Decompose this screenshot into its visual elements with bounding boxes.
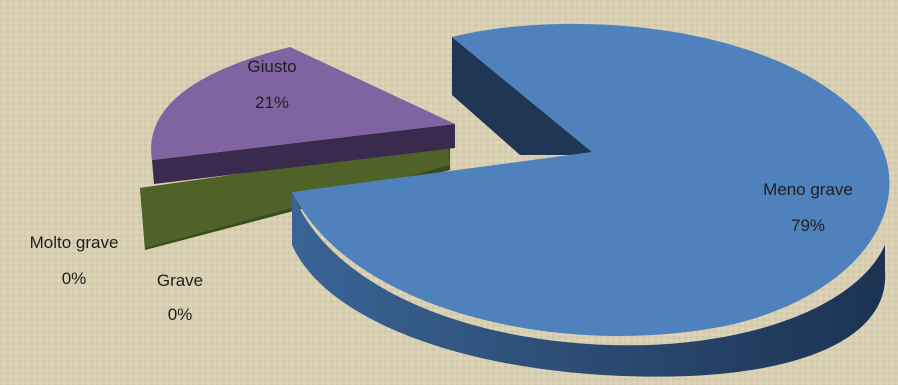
label-molto-grave-name: Molto grave (30, 233, 119, 252)
label-grave-value: 0% (168, 305, 193, 324)
label-meno-grave-name: Meno grave (763, 180, 853, 199)
slice-giusto-top (151, 47, 455, 160)
slice-meno-grave-backwall (452, 37, 592, 155)
slice-meno-grave-top (292, 23, 890, 336)
slice-meno-grave-side (292, 192, 886, 377)
label-meno-grave-value: 79% (791, 216, 825, 235)
label-giusto-name: Giusto (247, 57, 296, 76)
label-grave-name: Grave (157, 271, 203, 290)
label-molto-grave-value: 0% (62, 269, 87, 288)
label-giusto-value: 21% (255, 93, 289, 112)
slice-giusto-side (152, 124, 455, 184)
